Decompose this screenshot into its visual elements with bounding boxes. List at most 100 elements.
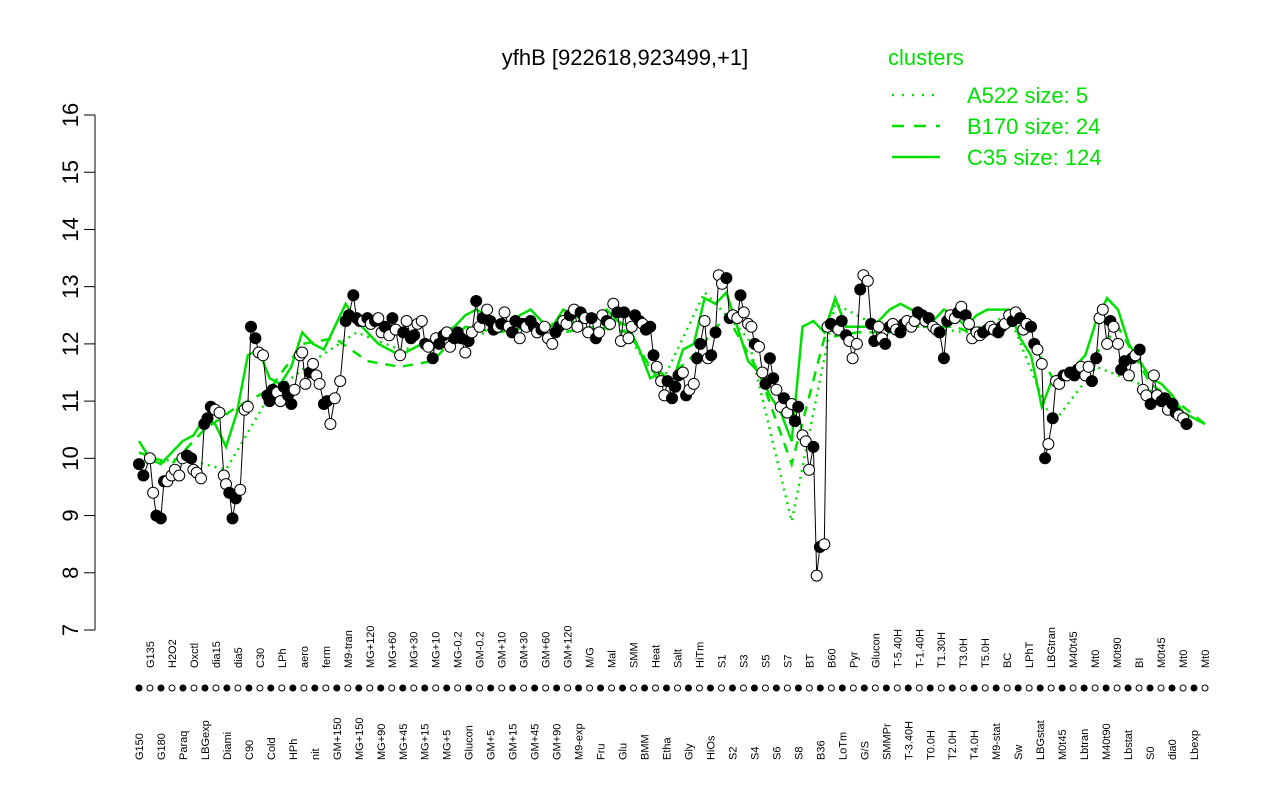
data-point xyxy=(1035,357,1048,370)
x-tick-label: T-1.40H xyxy=(914,629,926,668)
data-point xyxy=(498,306,511,319)
x-tick-marker xyxy=(278,684,286,692)
x-tick-marker xyxy=(366,684,374,692)
x-tick-label: S6 xyxy=(771,747,783,760)
x-tick-marker xyxy=(212,684,220,692)
x-tick-label: S8 xyxy=(793,747,805,760)
x-tick-label: GM+45 xyxy=(530,724,542,760)
x-tick-marker xyxy=(1190,684,1198,692)
x-tick-label: M0t90 xyxy=(1112,637,1124,668)
data-point xyxy=(241,400,254,413)
x-tick-label: Etha xyxy=(662,736,674,760)
data-point xyxy=(1101,337,1114,350)
x-tick-label: MG+5 xyxy=(442,730,454,760)
x-tick-label: LPh xyxy=(277,648,289,668)
data-point xyxy=(709,326,722,339)
x-tick-marker xyxy=(1047,684,1055,692)
x-tick-label: GM+15 xyxy=(508,724,520,760)
x-tick-marker xyxy=(300,684,308,692)
data-points xyxy=(133,269,1193,582)
x-tick-label: Mt0 xyxy=(1090,650,1102,668)
x-tick-label: H2O2 xyxy=(167,639,179,668)
x-tick-marker xyxy=(1003,684,1011,692)
data-point xyxy=(334,375,347,388)
x-tick-label: dia5 xyxy=(233,647,245,668)
data-point xyxy=(213,406,226,419)
x-tick-label: LBGstat xyxy=(1035,720,1047,760)
x-tick-marker xyxy=(1157,684,1165,692)
data-point xyxy=(195,472,207,485)
x-tick-marker xyxy=(695,684,703,692)
x-tick-label: BT xyxy=(804,654,816,668)
x-tick-marker xyxy=(608,684,616,692)
data-point xyxy=(1122,369,1135,382)
x-tick-marker xyxy=(179,684,187,692)
data-point xyxy=(328,392,341,405)
legend-label-c35: C35 size: 124 xyxy=(967,145,1102,170)
x-tick-marker xyxy=(663,684,671,692)
x-tick-marker xyxy=(575,684,583,692)
data-point xyxy=(963,317,975,330)
x-tick-label: C90 xyxy=(244,740,256,760)
x-tick-marker xyxy=(586,684,594,692)
x-tick-label: nit xyxy=(310,748,322,760)
x-tick-marker xyxy=(487,684,495,692)
x-tick-label: T-5.40H xyxy=(892,629,904,668)
x-tick-marker xyxy=(871,684,879,692)
x-tick-label: HPh xyxy=(288,739,300,760)
x-tick-label: T1.30H xyxy=(936,632,948,668)
cluster-lines xyxy=(137,290,1206,522)
x-tick-marker xyxy=(959,684,967,692)
data-point xyxy=(513,332,526,345)
x-tick-marker xyxy=(267,684,275,692)
legend-label-b170: B170 size: 24 xyxy=(967,114,1100,139)
x-tick-marker xyxy=(520,684,528,692)
data-point xyxy=(846,352,859,365)
data-point xyxy=(143,452,156,465)
x-tick-label: dia0 xyxy=(1167,739,1179,760)
data-point xyxy=(263,395,276,408)
x-tick-label: BMM xyxy=(640,734,652,760)
data-point xyxy=(734,289,747,302)
data-point xyxy=(257,349,269,362)
x-tick-marker xyxy=(1014,684,1022,692)
x-tick-label: T5.0H xyxy=(980,638,992,668)
data-point xyxy=(1039,452,1052,465)
x-tick-marker xyxy=(421,684,429,692)
x-tick-marker xyxy=(135,684,143,692)
data-point xyxy=(299,377,312,390)
x-tick-label: Gly xyxy=(683,743,695,760)
y-tick-label: 12 xyxy=(58,332,83,356)
y-tick-label: 15 xyxy=(58,160,83,184)
data-point xyxy=(803,463,816,476)
x-tick-label: M0t45 xyxy=(1057,729,1069,760)
x-tick-marker xyxy=(684,684,692,692)
x-tick-label: Lbexp xyxy=(1189,730,1201,760)
x-tick-marker xyxy=(717,684,725,692)
x-tick-marker xyxy=(860,684,868,692)
x-tick-marker xyxy=(245,684,253,692)
data-point xyxy=(415,315,428,327)
x-tick-marker xyxy=(322,684,330,692)
data-point xyxy=(879,337,892,350)
x-tick-marker xyxy=(597,684,605,692)
x-tick-marker xyxy=(981,684,989,692)
x-tick-marker xyxy=(1102,684,1110,692)
x-tick-marker xyxy=(377,684,385,692)
x-tick-label: G150 xyxy=(134,733,146,760)
data-point xyxy=(691,352,703,365)
x-tick-label: HiOs xyxy=(705,735,717,760)
data-point xyxy=(137,469,150,482)
x-tick-marker xyxy=(619,684,627,692)
x-tick-marker xyxy=(1201,684,1209,692)
data-point xyxy=(593,326,606,339)
x-tick-label: T0.0H xyxy=(925,730,937,760)
data-point xyxy=(767,372,780,385)
data-point xyxy=(296,346,309,359)
data-point xyxy=(650,360,663,373)
x-tick-marker xyxy=(1080,684,1088,692)
x-tick-marker xyxy=(410,684,418,692)
y-tick-label: 9 xyxy=(58,509,83,521)
y-tick-label: 8 xyxy=(58,567,83,579)
